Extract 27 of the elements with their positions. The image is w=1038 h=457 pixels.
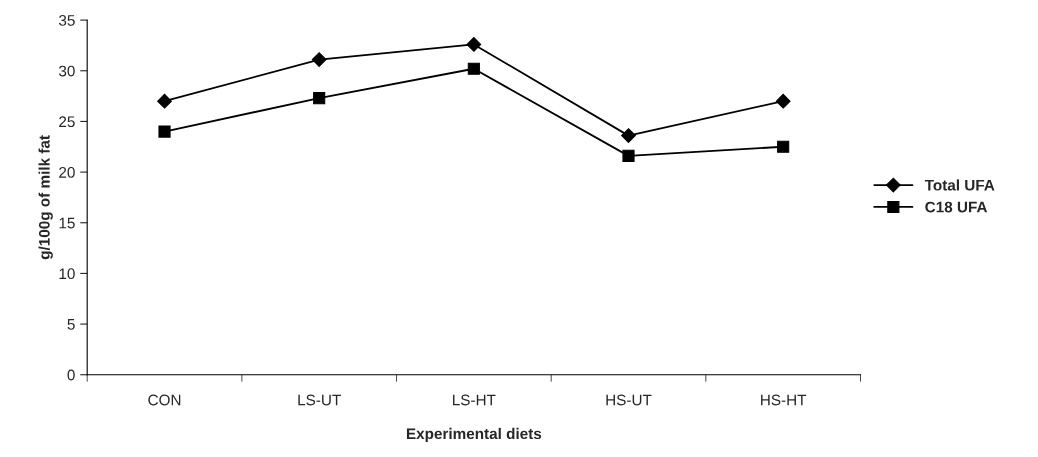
y-tick-label: 35 bbox=[58, 14, 75, 26]
y-tick-label: 20 bbox=[59, 166, 75, 178]
point bbox=[621, 128, 636, 144]
legend-label: Total UFA bbox=[924, 179, 995, 191]
y-tick-label: 0 bbox=[67, 369, 75, 381]
point bbox=[777, 140, 790, 153]
y-tick-label: 15 bbox=[59, 217, 75, 229]
x-axis-title: Experimental diets bbox=[406, 427, 542, 443]
point bbox=[311, 52, 327, 68]
x-tick-label: HS-UT bbox=[606, 394, 652, 406]
y-tick-label: 10 bbox=[59, 268, 75, 280]
x-tick-label: CON bbox=[148, 394, 181, 406]
x-tick-label: LS-HT bbox=[453, 394, 496, 406]
point bbox=[466, 37, 482, 52]
point bbox=[158, 125, 171, 138]
x-tick-label: LS-UT bbox=[298, 394, 341, 406]
point bbox=[775, 93, 791, 109]
point bbox=[157, 93, 172, 109]
legend-label: C18 UFA bbox=[925, 201, 988, 213]
y-axis-title: g/100g of milk fat bbox=[38, 135, 53, 260]
y-tick-label: 5 bbox=[67, 319, 75, 330]
y-tick-label: 25 bbox=[59, 116, 75, 128]
point bbox=[622, 149, 635, 162]
point bbox=[467, 62, 480, 75]
y-tick-label: 30 bbox=[58, 65, 75, 77]
x-tick-label: HS-HT bbox=[761, 394, 807, 406]
point bbox=[313, 92, 326, 105]
